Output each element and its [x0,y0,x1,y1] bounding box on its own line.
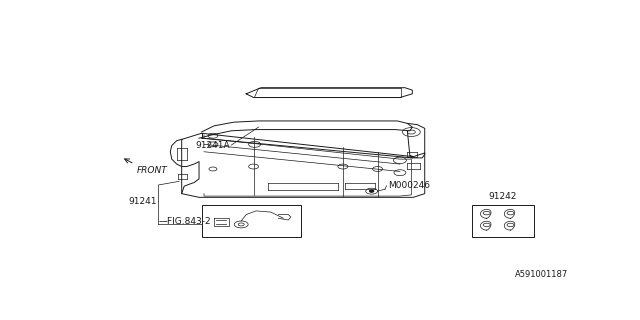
Text: —FIG.843-2: —FIG.843-2 [158,218,211,227]
Text: FRONT: FRONT [137,166,168,175]
Text: A591001187: A591001187 [515,270,568,279]
Circle shape [370,190,374,192]
Text: 91241: 91241 [129,196,157,205]
Text: 91242: 91242 [489,192,517,201]
Text: 91241A: 91241A [195,141,230,150]
Bar [202,205,301,237]
Bar [472,205,534,237]
Text: M000246: M000246 [388,181,431,190]
